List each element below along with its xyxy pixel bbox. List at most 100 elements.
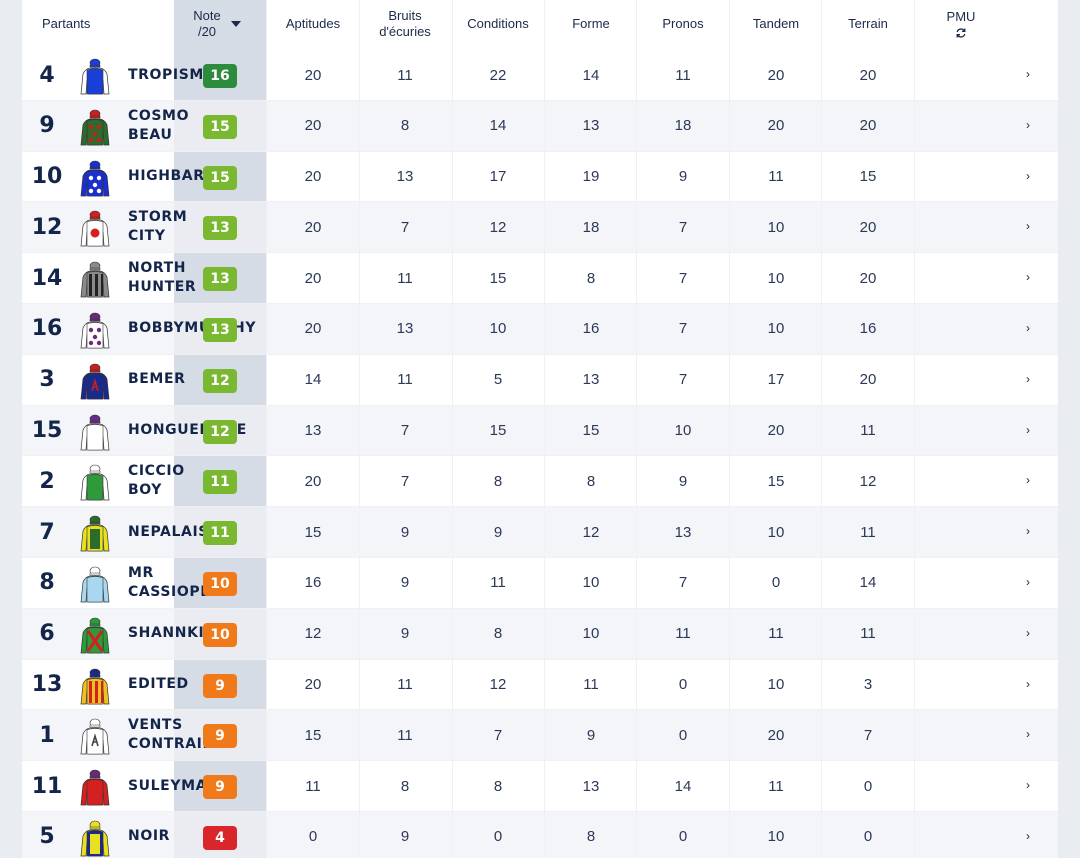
- horse-name[interactable]: HIGHBARI: [128, 168, 211, 185]
- cell-forme: 18: [582, 218, 600, 236]
- cell-forme: 13: [582, 117, 600, 135]
- header-partants[interactable]: Partants: [42, 16, 91, 31]
- cell-bruits: 9: [400, 828, 410, 846]
- cell-conditions: 5: [493, 371, 503, 389]
- horse-name[interactable]: VENTS CONTRAIRES: [128, 717, 235, 753]
- chevron-right-icon[interactable]: ›: [1026, 320, 1030, 335]
- chevron-right-icon[interactable]: ›: [1026, 676, 1030, 691]
- table-row[interactable]: 8 MR CASSIOPE 10 16 9 11 10 7 0 14 ›: [22, 558, 1058, 609]
- chevron-right-icon[interactable]: ›: [1026, 625, 1030, 640]
- chevron-right-icon[interactable]: ›: [1026, 270, 1030, 285]
- chevron-right-icon[interactable]: ›: [1026, 67, 1030, 81]
- cell-tandem: 11: [768, 168, 784, 186]
- table-row[interactable]: 14 NORTH HUNTER 13 20 11 15 8 7 10 20 ›: [22, 253, 1058, 304]
- horse-name[interactable]: NORTH HUNTER: [128, 260, 197, 296]
- chevron-right-icon[interactable]: ›: [1026, 727, 1030, 742]
- chevron-right-icon[interactable]: ›: [1026, 828, 1030, 843]
- horse-name[interactable]: EDITED: [128, 676, 189, 693]
- cell-forme: 11: [583, 676, 599, 694]
- table-row[interactable]: 4 TROPISME 16 20 11 22 14 11 20 20 ›: [22, 50, 1058, 101]
- horse-name[interactable]: NEPALAIS: [128, 523, 209, 540]
- cell-forme: 13: [582, 777, 600, 795]
- table-row[interactable]: 16 BOBBYMURPHY 13 20 13 10 16 7 10 16 ›: [22, 303, 1058, 355]
- table-row[interactable]: 3 BEMER 12 14 11 5 13 7 17 20 ›: [22, 355, 1058, 406]
- horse-name[interactable]: BEMER: [128, 371, 186, 388]
- table-row[interactable]: 7 NEPALAIS 11 15 9 9 12 13 10 11 ›: [22, 507, 1058, 558]
- horse-name[interactable]: SHANNKIYA: [128, 625, 226, 642]
- jockey-silk-icon: [80, 566, 110, 603]
- horse-name[interactable]: HONGUEMARE: [128, 422, 247, 439]
- header-tandem[interactable]: Tandem: [752, 16, 800, 31]
- refresh-icon[interactable]: [955, 27, 967, 39]
- cell-bruits: 11: [397, 726, 413, 744]
- cell-bruits: 11: [397, 371, 413, 389]
- cell-pronos: 0: [678, 828, 688, 846]
- cell-terrain: 7: [863, 726, 873, 744]
- table-row[interactable]: 11 SULEYMAN 9 11 8 8 13 14 11 0 ›: [22, 761, 1058, 812]
- table-row[interactable]: 12 STORM CITY 13 20 7 12 18 7 10 20 ›: [22, 202, 1058, 254]
- cell-forme: 13: [582, 371, 600, 389]
- chevron-right-icon[interactable]: ›: [1026, 574, 1030, 589]
- table-row[interactable]: 6 SHANNKIYA 10 12 9 8 10 11 11 11 ›: [22, 608, 1058, 660]
- horse-name[interactable]: BOBBYMURPHY: [128, 320, 257, 337]
- cell-terrain: 20: [859, 117, 877, 135]
- cell-aptitudes: 16: [304, 574, 322, 592]
- horse-number: 3: [39, 367, 55, 393]
- chevron-right-icon[interactable]: ›: [1026, 524, 1030, 539]
- cell-terrain: 20: [859, 218, 877, 236]
- horse-name[interactable]: NOIR: [128, 828, 171, 845]
- horse-name[interactable]: SULEYMAN: [128, 777, 220, 794]
- horse-number: 13: [31, 672, 63, 698]
- header-forme[interactable]: Forme: [572, 16, 610, 31]
- cell-aptitudes: 15: [304, 523, 322, 541]
- cell-tandem: 20: [767, 66, 785, 84]
- header-pronos[interactable]: Pronos: [662, 16, 704, 31]
- cell-pronos: 7: [678, 371, 688, 389]
- cell-conditions: 9: [493, 523, 503, 541]
- header-conditions[interactable]: Conditions: [467, 16, 529, 31]
- cell-aptitudes: 20: [304, 218, 322, 236]
- cell-bruits: 7: [400, 422, 410, 440]
- header-note[interactable]: Note /20: [193, 8, 221, 39]
- cell-pronos: 0: [678, 676, 688, 694]
- table-row[interactable]: 10 HIGHBARI 15 20 13 17 19 9 11 15 ›: [22, 152, 1058, 203]
- chevron-right-icon[interactable]: ›: [1026, 219, 1030, 234]
- table-row[interactable]: 13 EDITED 9 20 11 12 11 0 10 3 ›: [22, 660, 1058, 711]
- cell-terrain: 3: [863, 676, 873, 694]
- cell-forme: 10: [582, 625, 600, 643]
- cell-tandem: 10: [767, 218, 785, 236]
- header-terrain[interactable]: Terrain: [848, 16, 888, 31]
- cell-aptitudes: 11: [305, 777, 321, 795]
- cell-conditions: 17: [489, 168, 507, 186]
- header-bruits[interactable]: Bruits d'écuries: [379, 8, 431, 39]
- horse-name[interactable]: STORM CITY: [128, 209, 188, 245]
- table-row[interactable]: 9 COSMO BEAU 15 20 8 14 13 18 20 20 ›: [22, 100, 1058, 152]
- header-pmu[interactable]: PMU: [916, 0, 1006, 48]
- chevron-right-icon[interactable]: ›: [1026, 371, 1030, 386]
- table-row[interactable]: 5 NOIR 4 0 9 0 8 0 10 0 ›: [22, 811, 1058, 858]
- cell-conditions: 7: [493, 726, 503, 744]
- cell-pronos: 9: [678, 472, 688, 490]
- cell-forme: 9: [586, 726, 596, 744]
- sort-down-icon[interactable]: [230, 18, 242, 30]
- chevron-right-icon[interactable]: ›: [1026, 422, 1030, 437]
- header-aptitudes[interactable]: Aptitudes: [285, 16, 341, 31]
- table-row[interactable]: 1 VENTS CONTRAIRES 9 15 11 7 9 0 20 7 ›: [22, 710, 1058, 762]
- horse-name[interactable]: CICCIO BOY: [128, 463, 185, 499]
- cell-tandem: 20: [767, 422, 785, 440]
- chevron-right-icon[interactable]: ›: [1026, 168, 1030, 183]
- horse-name[interactable]: MR CASSIOPE: [128, 564, 211, 600]
- chevron-right-icon[interactable]: ›: [1026, 117, 1030, 132]
- table-row[interactable]: 2 CICCIO BOY 11 20 7 8 8 9 15 12 ›: [22, 456, 1058, 508]
- table-row[interactable]: 15 HONGUEMARE 12 13 7 15 15 10 20 11 ›: [22, 405, 1058, 457]
- note-badge: 9: [203, 775, 237, 800]
- horse-name[interactable]: TROPISME: [128, 66, 215, 83]
- chevron-right-icon[interactable]: ›: [1026, 778, 1030, 793]
- horse-number: 8: [39, 570, 55, 596]
- cell-pronos: 9: [678, 168, 688, 186]
- chevron-right-icon[interactable]: ›: [1026, 473, 1030, 488]
- cell-pronos: 7: [678, 218, 688, 236]
- cell-conditions: 8: [493, 625, 503, 643]
- horse-name[interactable]: COSMO BEAU: [128, 107, 190, 143]
- horse-number: 16: [31, 316, 63, 342]
